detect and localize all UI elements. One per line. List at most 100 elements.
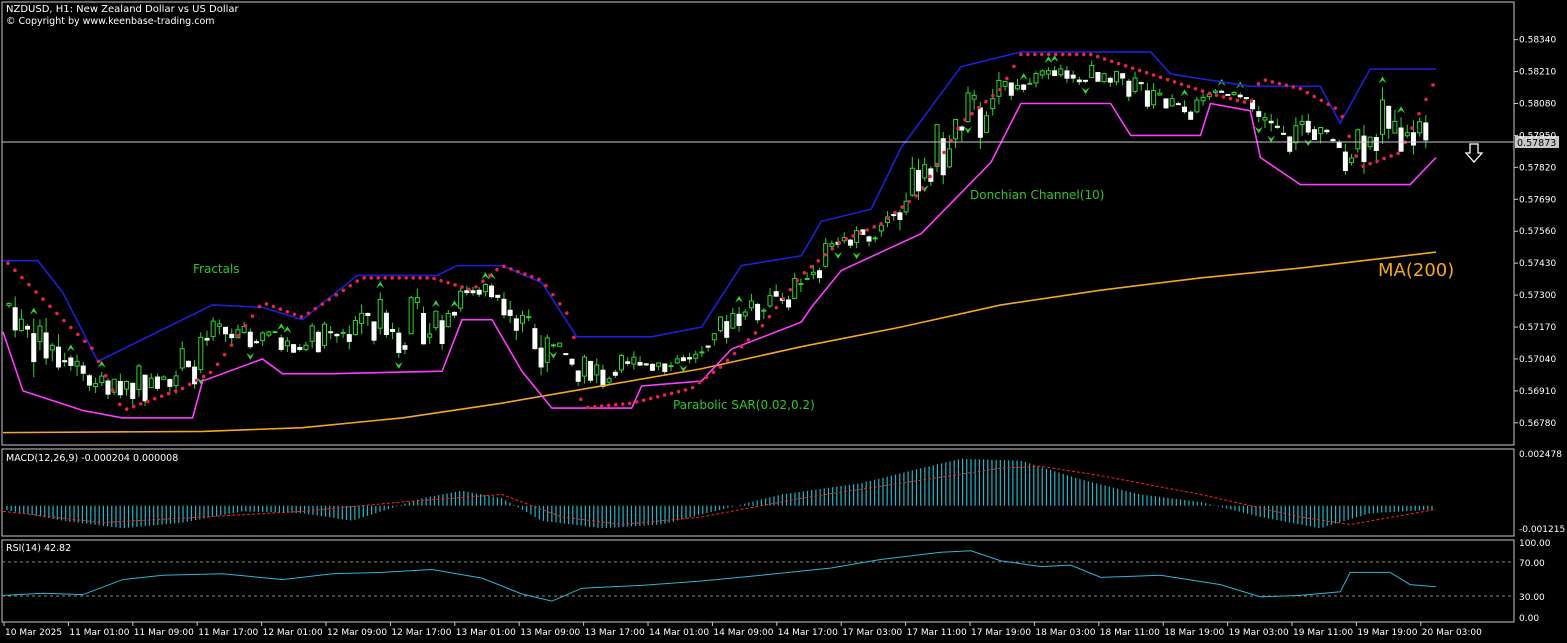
psar-dot (809, 265, 814, 269)
psar-dot (1081, 52, 1086, 57)
psar-dot (970, 111, 974, 116)
candle-body (309, 325, 315, 342)
time-tick-label: 19 Mar 11:00 (1293, 628, 1353, 638)
candle-body (111, 378, 117, 393)
psar-dot (676, 389, 681, 394)
psar-dot (802, 271, 807, 275)
candle-body (606, 378, 612, 383)
candle-body (705, 345, 711, 348)
fractal-up-icon (376, 281, 385, 289)
candle-body (74, 360, 80, 367)
candle-body (383, 312, 389, 336)
candle-body (674, 358, 680, 364)
psar-dot (935, 162, 939, 167)
psar-dot (1130, 66, 1135, 70)
psar-dot (1368, 161, 1372, 166)
psar-dot (760, 323, 765, 328)
candle-body (637, 362, 643, 366)
candle-body (464, 290, 470, 294)
candle-body (1423, 122, 1429, 141)
psar-dot (634, 400, 639, 404)
candle-body (1008, 82, 1014, 96)
candle-body (1113, 70, 1119, 83)
psar-dot (578, 397, 583, 402)
candle-body (1349, 157, 1355, 164)
candle-body (1014, 84, 1020, 90)
psar-dot (1179, 82, 1184, 86)
psar-label: Parabolic SAR(0.02,0.2) (673, 398, 815, 412)
psar-dot (683, 388, 688, 392)
psar-dot (495, 267, 499, 272)
psar-dot (13, 268, 17, 273)
candle-body (792, 277, 798, 299)
psar-dot (257, 304, 262, 309)
candle-body (922, 164, 928, 179)
candle-body (711, 333, 717, 341)
candle-body (204, 337, 210, 341)
candle-body (167, 379, 173, 387)
psar-dot (173, 389, 178, 393)
rsi-axis-100: 100.00 (1519, 539, 1551, 549)
candle-body (340, 331, 346, 334)
candle-body (532, 328, 538, 350)
candle-body (117, 381, 123, 396)
candle-body (1219, 90, 1225, 93)
psar-dot (278, 307, 283, 311)
psar-dot (48, 304, 52, 309)
indicator-lines (2, 51, 1437, 434)
psar-dot (453, 283, 457, 287)
fractal-down-icon (679, 365, 688, 373)
candle-body (55, 346, 61, 368)
candle-body (538, 347, 544, 368)
candle-body (668, 365, 674, 368)
psar-dot (1396, 151, 1400, 156)
psar-dot (187, 382, 192, 387)
psar-dot (599, 404, 604, 408)
psar-dot (1375, 159, 1379, 163)
psar-dot (341, 288, 346, 293)
price-tick-label: 0.57820 (1519, 163, 1556, 173)
psar-dot (1319, 98, 1324, 103)
candle-body (581, 356, 587, 377)
candle-body (810, 271, 816, 275)
psar-dot (215, 362, 220, 367)
candle-body (891, 214, 897, 217)
psar-dot (998, 87, 1002, 92)
candle-body (489, 285, 495, 298)
candle-body (1392, 120, 1398, 134)
candle-body (198, 336, 204, 371)
candle-body (767, 295, 773, 307)
candle-body (1231, 92, 1237, 95)
psar-dot (928, 174, 932, 179)
psar-dot (795, 278, 800, 283)
psar-dot (914, 194, 918, 198)
time-tick-label: 17 Mar 11:00 (907, 628, 967, 638)
candle-body (18, 318, 24, 332)
candle-body (816, 270, 822, 279)
psar-dot (34, 290, 38, 294)
rsi-label: RSI(14) 42.82 (6, 543, 71, 554)
psar-dot (474, 285, 478, 289)
candle-body (433, 310, 439, 329)
candle-body (1318, 126, 1324, 135)
psar-dot (732, 351, 737, 356)
psar-dot (292, 312, 297, 317)
psar-dot (669, 391, 674, 396)
candle-body (49, 344, 55, 351)
candle-body (625, 361, 631, 364)
psar-dot (1410, 126, 1414, 130)
fractal-down-icon (394, 361, 403, 369)
fractal-up-icon (1044, 56, 1053, 64)
candle-body (6, 303, 12, 306)
candle-body (427, 333, 433, 338)
psar-dot (250, 314, 255, 319)
psar-dot (1053, 52, 1058, 57)
price-tick-label: 0.57170 (1519, 323, 1556, 333)
candle-body (495, 294, 501, 298)
candle-body (971, 94, 977, 100)
psar-dot (285, 309, 290, 314)
fractal-up-icon (97, 360, 106, 368)
fractal-up-icon (1397, 106, 1406, 114)
psar-dot (620, 402, 625, 406)
candle-body (798, 283, 804, 286)
